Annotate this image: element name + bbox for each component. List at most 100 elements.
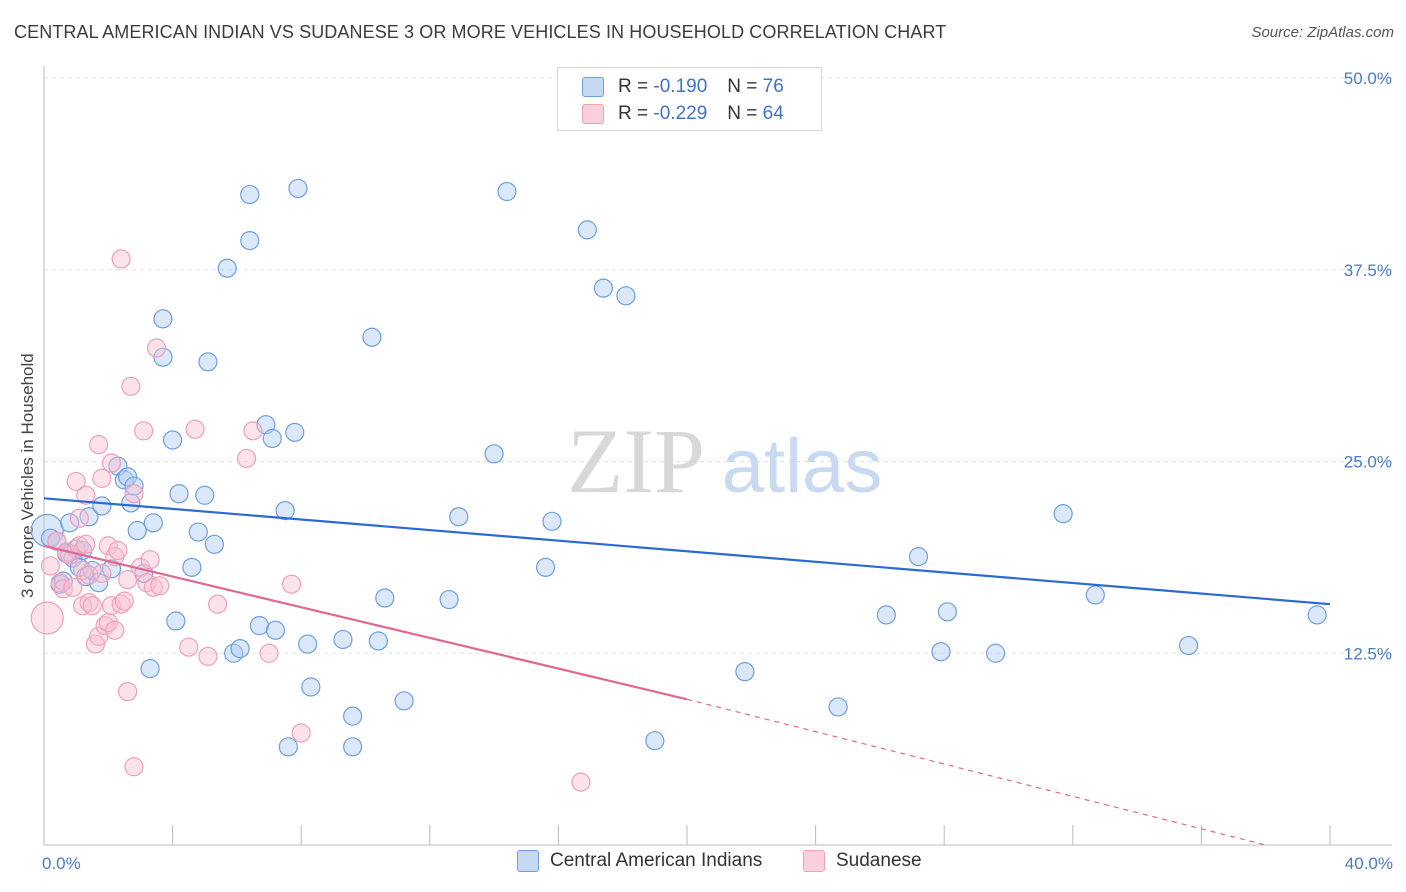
data-point bbox=[195, 485, 215, 505]
data-point bbox=[108, 540, 128, 561]
data-point bbox=[124, 757, 144, 777]
pink-swatch-icon bbox=[803, 850, 825, 872]
data-point bbox=[169, 484, 189, 504]
data-point bbox=[204, 534, 224, 554]
data-point bbox=[362, 327, 382, 347]
data-point bbox=[375, 588, 395, 608]
blue-swatch-icon bbox=[517, 850, 539, 872]
data-point bbox=[449, 507, 469, 527]
data-point bbox=[535, 557, 556, 577]
data-point bbox=[1053, 504, 1073, 524]
data-point bbox=[124, 484, 144, 504]
data-point bbox=[188, 522, 208, 542]
data-point bbox=[153, 309, 173, 329]
data-point bbox=[285, 422, 305, 442]
data-point bbox=[85, 634, 106, 654]
data-point bbox=[79, 507, 99, 527]
trend-line-sudanese bbox=[43, 544, 688, 701]
data-point bbox=[114, 591, 134, 611]
data-point bbox=[265, 620, 286, 640]
trend-line-sudanese-extension bbox=[686, 698, 1266, 846]
data-point bbox=[66, 471, 86, 492]
data-point bbox=[291, 723, 311, 743]
y-tick-label: 12.5% bbox=[1344, 644, 1392, 663]
data-point bbox=[101, 453, 122, 473]
grid-lines bbox=[44, 77, 1392, 654]
chart-title: CENTRAL AMERICAN INDIAN VS SUDANESE 3 OR… bbox=[14, 22, 947, 42]
data-point bbox=[208, 594, 228, 614]
r-value: -0.229 bbox=[653, 103, 708, 124]
data-point bbox=[30, 601, 64, 635]
series-legend-central-american-indians: Central American Indians bbox=[517, 850, 762, 872]
watermark-zip: ZIP bbox=[567, 410, 705, 512]
legend-row-pink: R = -0.229 N = 64 bbox=[582, 101, 784, 127]
data-point bbox=[275, 500, 295, 521]
source-label: Source: ZipAtlas.com bbox=[1251, 24, 1394, 41]
data-point bbox=[368, 631, 388, 651]
data-point bbox=[53, 579, 73, 599]
data-point bbox=[40, 556, 61, 576]
data-point bbox=[577, 220, 597, 240]
data-point bbox=[240, 184, 260, 205]
y-tick-label: 37.5% bbox=[1344, 261, 1392, 280]
data-point bbox=[236, 448, 257, 469]
data-point bbox=[542, 511, 562, 531]
series-name: Sudanese bbox=[836, 850, 922, 871]
data-point bbox=[259, 643, 279, 663]
data-point bbox=[828, 697, 848, 717]
data-point bbox=[217, 258, 237, 278]
trend-line-central-american-indians bbox=[43, 497, 1331, 606]
r-label: R = bbox=[618, 103, 649, 124]
data-point bbox=[163, 430, 183, 450]
data-point bbox=[298, 634, 318, 654]
data-point bbox=[343, 706, 363, 726]
data-point bbox=[262, 428, 282, 449]
data-point bbox=[76, 485, 96, 505]
data-point bbox=[484, 444, 504, 464]
pink-swatch-icon bbox=[582, 104, 604, 124]
data-point bbox=[908, 547, 929, 567]
data-point bbox=[92, 563, 112, 584]
data-point bbox=[288, 178, 308, 199]
data-point bbox=[111, 249, 131, 269]
data-point bbox=[76, 534, 96, 554]
data-point bbox=[143, 513, 163, 533]
blue-swatch-icon bbox=[582, 77, 604, 97]
data-point bbox=[105, 620, 125, 640]
data-point bbox=[249, 616, 270, 636]
n-value: 64 bbox=[762, 103, 784, 124]
data-point bbox=[127, 520, 147, 541]
data-point bbox=[98, 536, 118, 556]
data-point bbox=[60, 513, 80, 533]
data-point bbox=[198, 352, 218, 372]
r-value: -0.190 bbox=[653, 76, 708, 97]
data-point bbox=[182, 557, 202, 577]
x-tick-label: 0.0% bbox=[42, 854, 81, 873]
trend-lines bbox=[43, 497, 1331, 846]
data-point bbox=[645, 731, 665, 751]
data-point bbox=[497, 181, 517, 202]
watermark: ZIP atlas bbox=[567, 410, 882, 512]
data-point bbox=[92, 468, 112, 488]
data-point bbox=[1085, 585, 1105, 605]
tick-labels: 12.5% 25.0% 37.5% 50.0% 0.0% 40.0% bbox=[42, 69, 1393, 873]
data-point bbox=[101, 559, 122, 579]
data-point bbox=[986, 643, 1006, 663]
data-point bbox=[111, 594, 131, 614]
data-point bbox=[179, 637, 199, 657]
data-point bbox=[95, 616, 115, 636]
n-value: 76 bbox=[762, 76, 784, 97]
data-point bbox=[143, 577, 163, 597]
data-point bbox=[1178, 635, 1199, 656]
data-point bbox=[240, 231, 260, 251]
data-point bbox=[146, 338, 167, 358]
data-point bbox=[117, 681, 138, 702]
data-point bbox=[53, 571, 73, 591]
data-point bbox=[185, 419, 205, 439]
data-point bbox=[1307, 605, 1327, 625]
data-point bbox=[150, 576, 170, 596]
data-point bbox=[937, 602, 958, 622]
data-point bbox=[876, 605, 896, 625]
data-points bbox=[30, 178, 1327, 792]
